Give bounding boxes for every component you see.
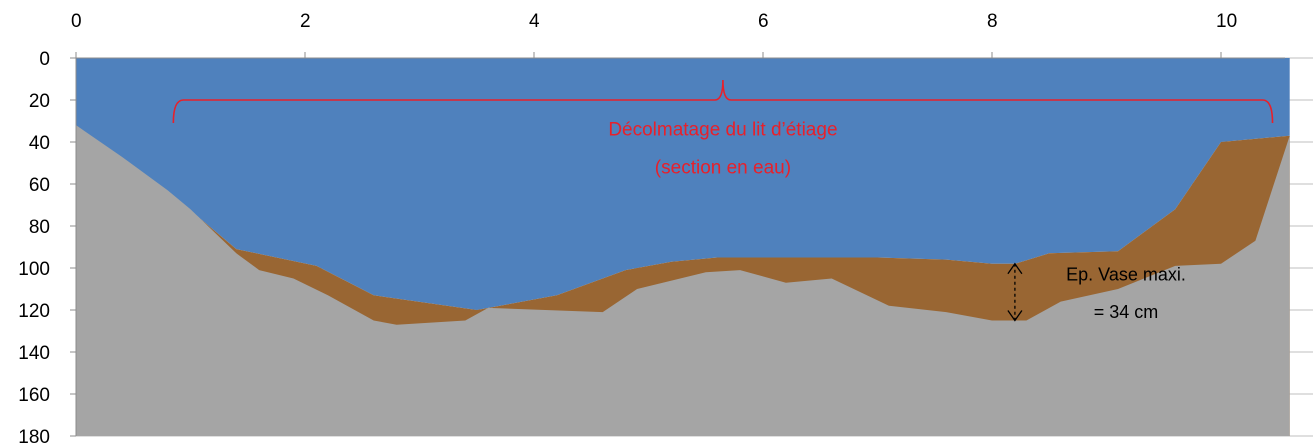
brace-label-line1: Décolmatage du lit d’étiage [608, 120, 837, 141]
axes [75, 57, 1285, 436]
y-tick-labels: 0 20 40 60 80 100 120 140 160 180 [18, 49, 50, 444]
y-tick-label: 140 [18, 343, 50, 364]
x-tick-label: 4 [529, 11, 540, 32]
y-tick-label: 180 [18, 427, 50, 444]
x-tick-label: 6 [758, 11, 769, 32]
ground-area [76, 125, 1290, 436]
arrow-up-icon [1007, 262, 1023, 275]
thickness-label-line2: = 34 cm [1094, 302, 1159, 322]
y-tick-label: 80 [29, 217, 50, 238]
y-tick-label: 120 [18, 301, 50, 322]
y-tick-label: 0 [39, 49, 50, 70]
thickness-label-line1: Ep. Vase maxi. [1066, 264, 1186, 284]
y-tick-label: 40 [29, 133, 50, 154]
x-tick-label: 0 [71, 11, 82, 32]
y-tick-label: 60 [29, 175, 50, 196]
y-tick-label: 100 [18, 259, 50, 280]
arrow-down-icon [1007, 310, 1023, 322]
x-tick-label: 2 [300, 11, 311, 32]
plot-areas [76, 58, 1290, 436]
y-tick-label: 160 [18, 385, 50, 406]
y-tick-label: 20 [29, 91, 50, 112]
brace-label-line2: (section en eau) [655, 158, 791, 179]
x-tick-labels: 0 2 4 6 8 10 [71, 11, 1237, 32]
x-tick-label: 10 [1216, 11, 1237, 32]
water-area [76, 58, 1290, 310]
thickness-marker [1007, 262, 1023, 322]
x-tick-label: 8 [987, 11, 998, 32]
brace-annotation [172, 79, 1274, 124]
